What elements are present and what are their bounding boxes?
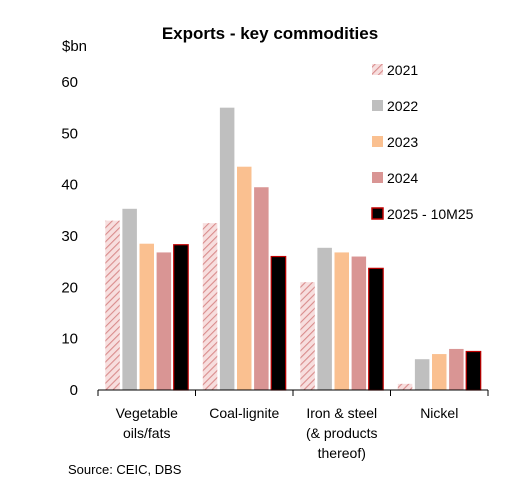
- bar-2021-3: [397, 383, 413, 390]
- bar-2021-2: [300, 282, 315, 390]
- bar-2024-0: [156, 252, 172, 390]
- y-tick-label: 40: [61, 177, 78, 194]
- bar-2022-1: [219, 107, 235, 391]
- legend-label: 2021: [387, 62, 418, 78]
- bar-2022-2: [317, 247, 332, 390]
- legend-label: 2023: [387, 134, 418, 150]
- plot-area: 0 10 20 30 40 50 60 Vegetable oils/fats Coal-lign…: [61, 62, 489, 461]
- bar-2023-2: [334, 252, 349, 390]
- source-note: Source: CEIC, DBS: [68, 462, 182, 477]
- y-tick-label: 50: [61, 125, 78, 142]
- legend-swatch: [371, 207, 384, 220]
- legend-label: 2025 - 10M25: [387, 206, 474, 222]
- x-category-label: Coal-lignite: [209, 405, 279, 421]
- bar-2021-0: [105, 220, 120, 390]
- bar-2022-3: [414, 359, 430, 390]
- bar-2023-1: [237, 166, 252, 390]
- legend-label: 2024: [387, 170, 418, 186]
- legend-swatch: [372, 136, 383, 147]
- bar-2024-3: [449, 348, 464, 390]
- y-tick-label: 30: [61, 228, 78, 245]
- bar-2025-10m25-1: [270, 255, 287, 391]
- chart-title: Exports - key commodities: [162, 24, 378, 43]
- bar-2025-10m25-0: [173, 244, 189, 391]
- bar-2023-0: [139, 243, 154, 390]
- bar-2024-2: [351, 256, 367, 390]
- legend-swatch: [372, 64, 383, 75]
- x-category-label: Nickel: [420, 405, 458, 421]
- bar-2025-10m25-2: [368, 267, 384, 391]
- bar-2022-0: [122, 208, 137, 390]
- y-tick-label: 60: [61, 74, 78, 91]
- bar-2025-10m25-3: [465, 350, 482, 391]
- legend-swatch: [372, 172, 383, 183]
- bar-2021-1: [202, 223, 218, 390]
- y-tick-label: 20: [61, 279, 78, 296]
- bar-2023-3: [432, 354, 447, 390]
- x-category-label: Vegetable oils/fats: [116, 405, 178, 441]
- y-tick-label: 0: [70, 382, 78, 399]
- legend-swatch: [372, 100, 383, 111]
- bar-2024-1: [254, 187, 269, 390]
- y-axis-label: $bn: [62, 38, 87, 55]
- legend-label: 2022: [387, 98, 418, 114]
- y-tick-label: 10: [61, 331, 78, 348]
- x-category-label: Iron & steel (& products thereof): [306, 405, 378, 461]
